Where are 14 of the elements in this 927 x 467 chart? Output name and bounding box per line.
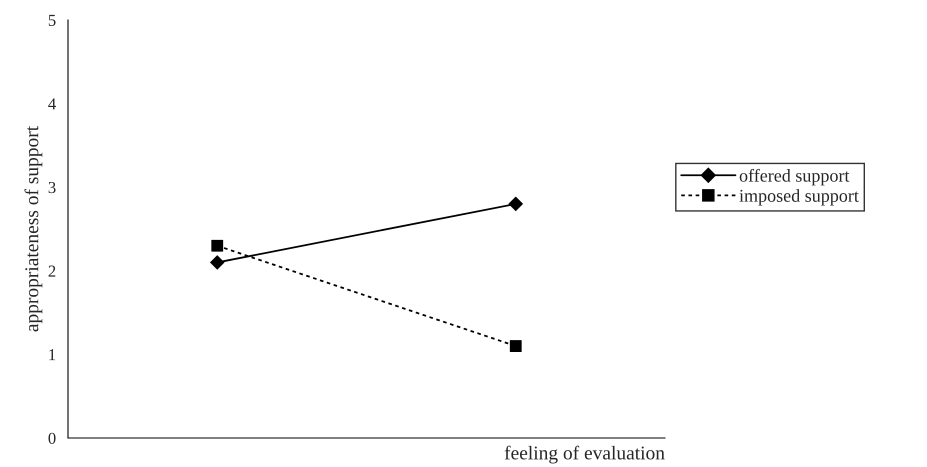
point — [211, 240, 224, 252]
legend-label: imposed support — [739, 189, 859, 206]
legend-label: offered support — [740, 168, 850, 186]
y-tick-label: 1 — [49, 349, 56, 360]
point — [508, 196, 523, 212]
x-axis-title: feeling of evaluation — [504, 446, 665, 464]
y-tick-label: 2 — [48, 266, 56, 277]
y-tick-label: 3 — [48, 182, 56, 194]
y-tick-label: 5 — [48, 14, 56, 26]
y-tick-label: 0 — [48, 432, 56, 444]
y-axis-title: appropriateness of support — [24, 126, 42, 332]
point — [210, 255, 224, 270]
point — [510, 340, 522, 352]
y-tick-label: 4 — [48, 98, 56, 110]
